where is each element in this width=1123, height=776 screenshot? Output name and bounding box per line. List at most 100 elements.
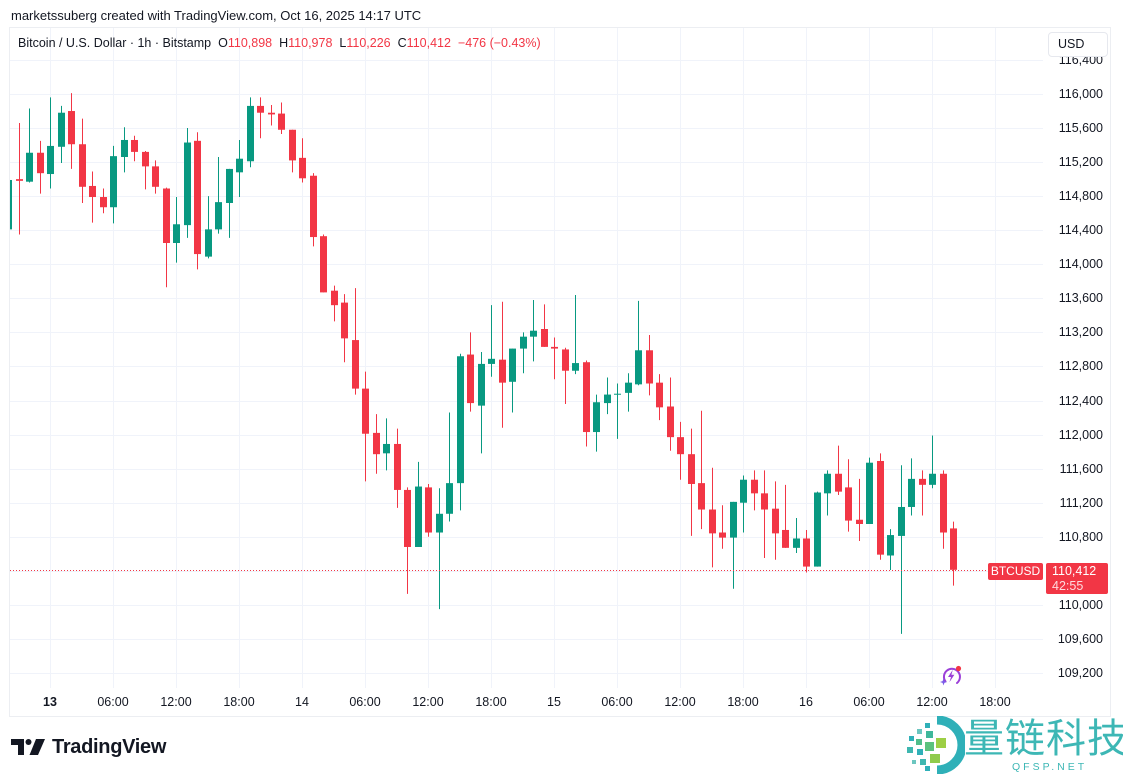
candle-down (404, 487, 411, 594)
candle-body (226, 168, 233, 203)
candle-up (121, 127, 128, 173)
candle-body (803, 538, 810, 567)
candle-up (530, 300, 537, 362)
candle-body (845, 487, 852, 521)
close-label: C (397, 36, 407, 50)
candle-down (100, 188, 107, 214)
candle-up (184, 128, 191, 238)
candle-up (383, 418, 390, 471)
price-axis-label: 115,600 (1058, 121, 1103, 136)
candle-body (761, 493, 768, 510)
candle-down (719, 505, 726, 549)
candle-body (436, 513, 443, 533)
tradingview-mark-icon (11, 739, 45, 755)
change-value: −476 (−0.43%) (457, 36, 541, 50)
time-axis-label: 15 (547, 695, 561, 709)
candle-body (751, 479, 758, 494)
candle-down (845, 459, 852, 532)
price-axis-label: 114,400 (1058, 223, 1103, 238)
price-axis-label: 111,200 (1059, 495, 1103, 510)
price-axis-label: 113,600 (1058, 291, 1103, 306)
candle-body (635, 350, 642, 385)
candle-body (10, 179, 12, 230)
candle-body (919, 478, 926, 485)
time-axis-label: 12:00 (916, 695, 948, 709)
candle-body (215, 202, 222, 230)
candle-down (152, 160, 159, 194)
candle-down (499, 301, 506, 428)
candle-body (446, 483, 453, 514)
candle-body (520, 336, 527, 349)
price-axis-label: 111,600 (1059, 461, 1103, 476)
candle-up (488, 305, 495, 377)
candle-body (341, 302, 348, 339)
legend-open: O110,898 (218, 36, 272, 50)
candle-down (425, 483, 432, 537)
candle-body (184, 142, 191, 226)
currency-button[interactable]: USD (1048, 32, 1108, 57)
low-label: L (339, 36, 347, 50)
candle-body (499, 359, 506, 383)
candle-down (751, 470, 758, 511)
candle-down (89, 171, 96, 223)
candle-down (919, 470, 926, 516)
symbol-badge: BTCUSD (988, 563, 1043, 580)
candle-down (278, 102, 285, 135)
candle-up (478, 351, 485, 454)
candle-up (908, 458, 915, 516)
candle-body (278, 113, 285, 130)
price-axis-label: 112,000 (1058, 427, 1103, 442)
candle-down (877, 453, 884, 560)
candle-body (866, 462, 873, 525)
candle-body (614, 393, 621, 395)
candle-up (898, 465, 905, 634)
candle-body (908, 478, 915, 507)
candle-down (79, 118, 86, 203)
low-value: 110,226 (346, 36, 391, 50)
candle-body (247, 105, 254, 162)
candle-down (163, 187, 170, 288)
legend-low: L110,226 (339, 36, 390, 50)
candle-up (173, 197, 180, 263)
candle-body (257, 105, 264, 113)
lightning-bolt-button[interactable] (938, 663, 964, 689)
price-axis-label: 109,200 (1057, 666, 1103, 680)
candle-body (772, 508, 779, 534)
candle-down (541, 304, 548, 347)
time-axis-label: 18:00 (223, 695, 255, 709)
lightning-bolt-icon (940, 665, 962, 686)
candle-body (79, 144, 86, 187)
candle-body (110, 156, 117, 208)
candle-up (520, 332, 527, 374)
watermark-chinese-text: 量链科技 (964, 717, 1123, 761)
candle-body (593, 402, 600, 433)
candle-down (131, 135, 138, 162)
open-label: O (218, 36, 228, 50)
candle-body (268, 112, 275, 115)
candle-body (457, 356, 464, 484)
candle-body (173, 224, 180, 244)
close-value: 110,412 (406, 36, 451, 50)
candle-body (646, 350, 653, 384)
candle-up (10, 179, 12, 230)
time-axis-label: 18:00 (727, 695, 759, 709)
time-axis-label: 12:00 (664, 695, 696, 709)
candle-down (646, 334, 653, 396)
candle-body (425, 487, 432, 533)
candle-up (47, 97, 54, 189)
candle-up (572, 294, 579, 375)
candle-up (635, 300, 642, 386)
candle-down (467, 332, 474, 412)
candle-body (194, 140, 201, 255)
candle-body (856, 519, 863, 525)
time-axis-label: 18:00 (979, 695, 1011, 709)
candle-body (58, 112, 65, 147)
candle-down (688, 428, 695, 536)
candle-up (205, 196, 212, 259)
candle-body (667, 406, 674, 438)
candle-body (530, 330, 537, 337)
high-value: 110,978 (288, 36, 333, 50)
price-axis-label: 113,200 (1058, 325, 1103, 340)
candle-body (950, 528, 957, 570)
